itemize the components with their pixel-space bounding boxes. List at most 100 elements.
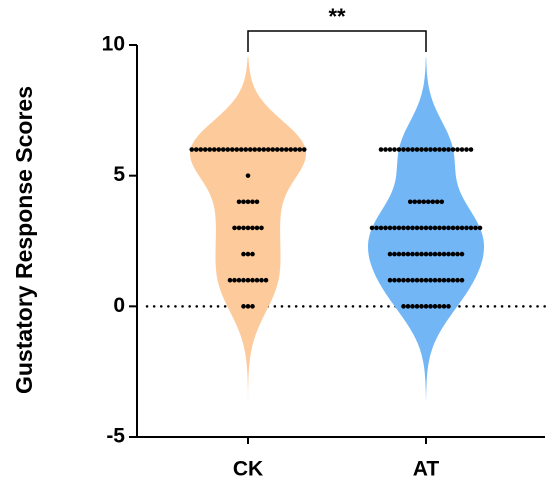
dot: [383, 225, 388, 231]
dot: [374, 225, 379, 231]
dot: [464, 225, 469, 231]
dot: [202, 147, 208, 152]
dot: [477, 225, 483, 231]
dot: [405, 147, 411, 152]
dot: [396, 147, 402, 152]
dot: [270, 147, 276, 152]
dot: [410, 277, 415, 283]
dot: [254, 277, 260, 283]
dot: [405, 304, 411, 309]
dot: [261, 147, 267, 152]
dot: [263, 277, 269, 283]
dot: [455, 251, 460, 257]
dot: [392, 147, 397, 152]
dot: [378, 147, 384, 152]
dot: [401, 251, 406, 257]
dot: [419, 251, 424, 257]
y-tick-label: 0: [113, 294, 125, 317]
dot: [464, 147, 469, 152]
dot: [437, 251, 442, 257]
dot: [225, 147, 231, 152]
dot: [405, 277, 411, 283]
dot: [396, 225, 402, 231]
dot: [274, 147, 280, 152]
dot: [198, 147, 204, 152]
dot: [412, 199, 418, 205]
dot: [419, 147, 424, 152]
dot: [441, 225, 447, 231]
x-tick-label: CK: [233, 458, 263, 481]
dot: [428, 225, 433, 231]
dot: [430, 199, 436, 205]
dot: [238, 147, 244, 152]
dot: [232, 277, 237, 283]
dot: [259, 225, 264, 231]
dot: [301, 147, 307, 152]
dot: [450, 225, 456, 231]
dot: [441, 304, 447, 309]
dot: [441, 251, 447, 257]
dot: [437, 304, 442, 309]
dot: [245, 173, 251, 178]
dot: [432, 277, 438, 283]
dot: [419, 277, 424, 283]
dot: [439, 199, 445, 205]
dot: [241, 199, 246, 205]
dot: [387, 147, 393, 152]
dot: [401, 304, 406, 309]
dot-row: [378, 147, 474, 152]
dot: [241, 251, 246, 257]
dot: [450, 147, 456, 152]
dot-row: [407, 199, 445, 205]
dot: [468, 147, 474, 152]
y-axis-label: Gustatory Response Scores: [11, 86, 37, 394]
dot: [459, 225, 465, 231]
x-tick-label: AT: [413, 458, 440, 481]
dot: [410, 225, 415, 231]
dot-row: [232, 225, 264, 231]
dot: [207, 147, 213, 152]
dot: [236, 225, 242, 231]
dot: [405, 225, 411, 231]
dot: [410, 147, 415, 152]
dot: [401, 225, 406, 231]
dot: [401, 277, 406, 283]
dot: [414, 277, 420, 283]
dot: [425, 199, 431, 205]
dot-row: [236, 199, 260, 205]
dot: [232, 225, 237, 231]
dot: [387, 251, 393, 257]
dot: [414, 225, 420, 231]
dot: [256, 147, 262, 152]
significance-label: **: [328, 4, 346, 29]
y-tick-label: -5: [106, 425, 125, 448]
dot: [250, 199, 255, 205]
dot: [378, 225, 384, 231]
dot: [423, 304, 429, 309]
dot: [414, 147, 420, 152]
dot: [432, 225, 438, 231]
dot: [419, 304, 424, 309]
dot: [423, 147, 429, 152]
y-tick-label: 10: [102, 33, 125, 56]
dot: [423, 251, 429, 257]
y-tick-label: 5: [113, 163, 125, 186]
dot: [459, 147, 465, 152]
dot: [279, 147, 285, 152]
dot: [247, 147, 253, 152]
significance-bracket: [247, 30, 427, 52]
dot: [292, 147, 298, 152]
dot: [288, 147, 294, 152]
dot: [216, 147, 222, 152]
dot: [236, 277, 242, 283]
dot: [455, 147, 460, 152]
dot: [407, 199, 413, 205]
dot: [387, 277, 393, 283]
dot: [387, 225, 393, 231]
dot-row: [245, 173, 251, 178]
dot: [297, 147, 303, 152]
dot: [468, 225, 474, 231]
dot: [459, 251, 465, 257]
dot: [437, 277, 442, 283]
